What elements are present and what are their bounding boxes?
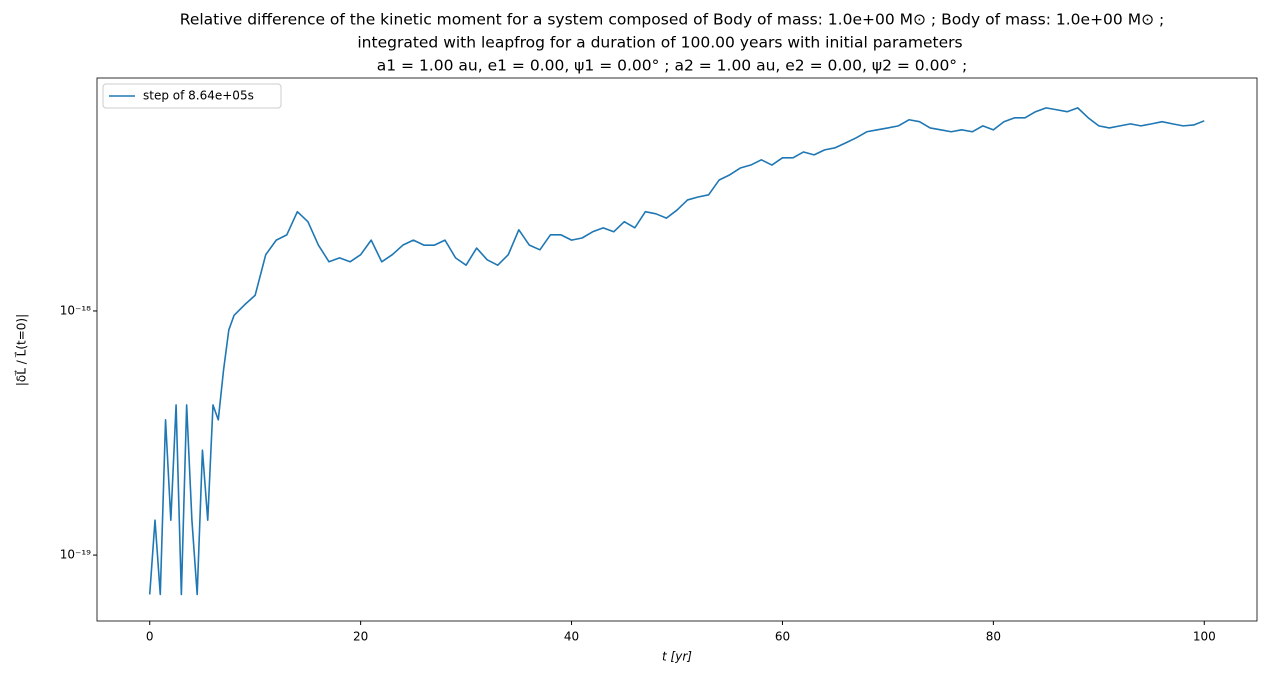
y-tick-label: 10⁻¹⁸ bbox=[60, 303, 91, 317]
chart-title: integrated with leapfrog for a duration … bbox=[357, 34, 962, 52]
chart-title: Relative difference of the kinetic momen… bbox=[180, 11, 1164, 29]
x-tick-label: 20 bbox=[353, 630, 368, 644]
x-tick-label: 60 bbox=[775, 630, 790, 644]
x-tick-label: 40 bbox=[564, 630, 579, 644]
legend-label: step of 8.64e+05s bbox=[143, 89, 254, 103]
x-tick-label: 100 bbox=[1193, 630, 1216, 644]
x-axis-label: t [yr] bbox=[662, 650, 692, 664]
y-axis-label: |δL⃗ / L⃗(t=0)| bbox=[14, 314, 28, 386]
plot-area bbox=[148, 107, 1205, 596]
y-tick-label: 10⁻¹⁹ bbox=[60, 548, 91, 562]
x-tick-label: 80 bbox=[986, 630, 1001, 644]
data-line bbox=[148, 107, 1205, 596]
legend-box bbox=[102, 83, 282, 109]
chart-title: a1 = 1.00 au, e1 = 0.00, ψ1 = 0.00° ; a2… bbox=[377, 57, 967, 75]
x-tick-label: 0 bbox=[146, 630, 154, 644]
plot-frame bbox=[96, 77, 1258, 622]
